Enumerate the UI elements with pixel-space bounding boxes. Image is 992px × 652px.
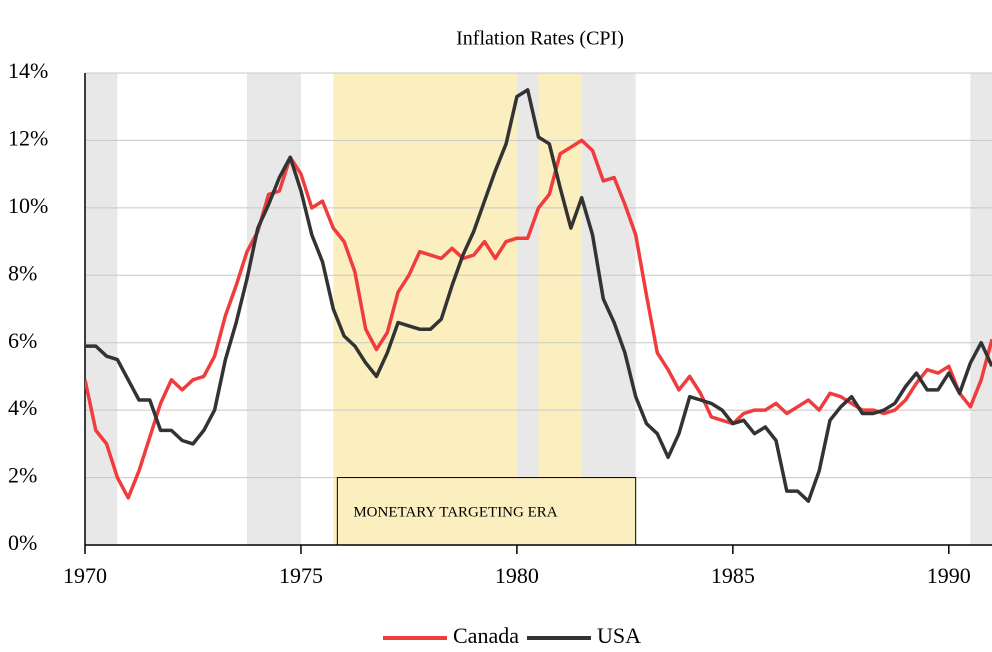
y-tick-label: 2% [8, 463, 37, 488]
x-tick-label: 1990 [927, 563, 971, 588]
legend-label: Canada [453, 623, 519, 648]
x-tick-label: 1985 [711, 563, 755, 588]
shaded-region [333, 73, 582, 545]
legend-label: USA [597, 623, 641, 648]
line-series [85, 138, 992, 500]
y-tick-label: 12% [8, 125, 48, 150]
y-tick-label: 4% [8, 395, 37, 420]
y-tick-label: 10% [8, 193, 48, 218]
x-tick-label: 1970 [63, 563, 107, 588]
y-tick-label: 8% [8, 260, 37, 285]
annotation-box [336, 477, 637, 546]
shaded-region [516, 73, 539, 545]
shaded-region [246, 73, 301, 545]
plot-lines [85, 88, 992, 503]
line-series [85, 88, 992, 503]
shaded-region [970, 73, 992, 545]
y-tick-label: 0% [8, 530, 37, 555]
annotation: MONETARY TARGETING ERA [353, 505, 557, 521]
chart-title: Inflation Rates (CPI) [456, 28, 624, 50]
x-tick-label: 1980 [495, 563, 539, 588]
x-tick-label: 1975 [279, 563, 323, 588]
y-tick-label: 6% [8, 328, 37, 353]
shaded-region [85, 73, 118, 545]
y-tick-label: 14% [8, 58, 48, 83]
